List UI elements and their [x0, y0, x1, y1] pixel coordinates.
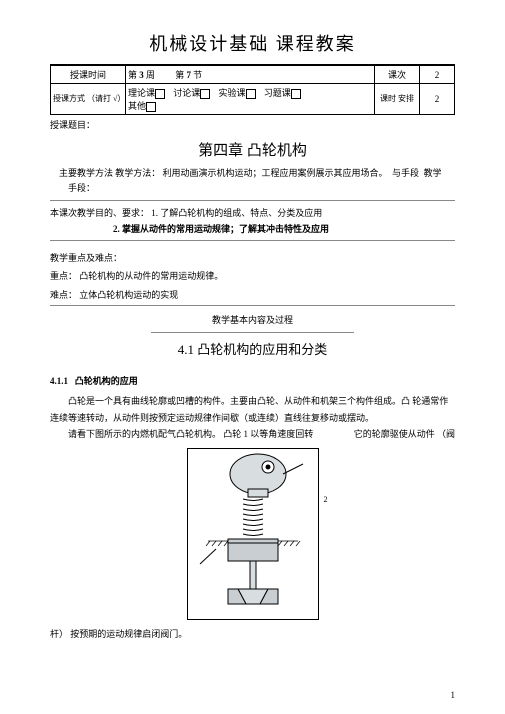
- keypoints-label: 教学重点及难点：: [50, 251, 455, 264]
- methods-lbl4: 教学: [424, 168, 442, 178]
- methods-row: 主要教学方法 教学方法： 利用动画演示机构运动；工程应用案例展示其应用场合。 与…: [50, 166, 455, 180]
- methods-lbl3: 与手段: [392, 168, 419, 178]
- doc-title: 机械设计基础 课程教案: [50, 30, 455, 56]
- methods-row2: 手段：: [50, 180, 455, 196]
- checkbox-icon: [146, 102, 156, 112]
- methods-lbl1: 主要教学方法: [59, 168, 113, 178]
- cell-mode-label: 授课方式 （请打 √）: [51, 84, 126, 115]
- txt: 节: [191, 70, 202, 80]
- info-table: 授课时间 第 3 周 第 7 节 课次 2 授课方式 （请打 √） 理论课 讨论…: [50, 65, 455, 115]
- obj-label: 本课次教学目的、要求：: [50, 208, 149, 218]
- cam-figure: 2: [187, 448, 319, 620]
- obj-1: 1. 了解凸轮机构的组成、特点、分类及应用: [151, 208, 322, 218]
- opt-exp: 实验课: [219, 88, 246, 98]
- separator-short: [151, 332, 354, 333]
- para-1: 凸轮是一个具有曲线轮廓或凹槽的构件。主要由凸轮、从动件和机架三个构件组成。凸 轮…: [50, 393, 455, 425]
- section-4-1: 4.1 凸轮机构的应用和分类: [50, 339, 455, 358]
- keypoint-1: 重点： 凸轮机构的从动件的常用运动规律。: [50, 267, 455, 285]
- cell-time-label: 授课时间: [51, 66, 126, 84]
- topic-label: 授课题目：: [50, 118, 455, 131]
- cell-time-value: 第 3 周 第 7 节: [126, 66, 375, 84]
- cell-keci-label: 课次: [375, 66, 420, 84]
- sub-title-txt: 凸轮机构的应用: [75, 376, 138, 386]
- cell-hours-value: 2: [420, 84, 455, 115]
- separator: [50, 305, 455, 307]
- txt: 第: [175, 70, 186, 80]
- opt-other: 其他: [128, 101, 146, 111]
- process-label: 教学基本内容及过程: [50, 313, 455, 326]
- checkbox-icon: [155, 89, 165, 99]
- sub-no: 4.1.1: [50, 376, 68, 386]
- methods-lbl2: 教学方法：: [115, 168, 160, 178]
- objectives: 本课次教学目的、要求： 1. 了解凸轮机构的组成、特点、分类及应用 2. 掌握从…: [50, 205, 455, 237]
- page-number: 1: [451, 690, 456, 700]
- page: 机械设计基础 课程教案 授课时间 第 3 周 第 7 节 课次 2 授课方式 （…: [0, 0, 505, 714]
- methods-text: 利用动画演示机构运动；工程应用案例展示其应用场合。: [163, 168, 388, 178]
- para2a: 请看下图所示的内燃机配气凸轮机构。: [68, 429, 221, 439]
- separator: [50, 200, 455, 202]
- cell-hours-label: 课时 安排: [375, 84, 420, 115]
- checkbox-icon: [246, 89, 256, 99]
- figure-num: 2: [324, 495, 328, 504]
- cell-mode-value: 理论课 讨论课 实验课 习题课 其他: [126, 84, 375, 115]
- txt: 周: [144, 70, 155, 80]
- obj-2: 2. 掌握从动件的常用运动规律；了解其冲击特性及应用: [113, 224, 329, 234]
- cell-keci-value: 2: [420, 66, 455, 84]
- para-3: 杆） 按预期的运动规律启闭阀门。: [50, 626, 455, 642]
- separator: [50, 240, 455, 242]
- para2c: 它的轮廓驱使从动件 （阀: [354, 426, 455, 442]
- para2b: 凸轮 1 以等角速度回转: [223, 429, 313, 439]
- txt: 第: [128, 70, 139, 80]
- checkbox-icon: [200, 89, 210, 99]
- opt-discuss: 讨论课: [173, 88, 200, 98]
- para-2: 请看下图所示的内燃机配气凸轮机构。 凸轮 1 以等角速度回转 它的轮廓驱使从动件…: [50, 426, 455, 442]
- keypoint-2: 难点： 立体凸轮机构运动的实现: [50, 288, 455, 302]
- cam-diagram-svg: [188, 449, 318, 619]
- sub-4-1-1: 4.1.1 凸轮机构的应用: [50, 374, 455, 387]
- chapter-title: 第四章 凸轮机构: [50, 139, 455, 160]
- table-row: 授课时间 第 3 周 第 7 节 课次 2: [51, 66, 455, 84]
- methods-lbl5: 手段：: [68, 183, 95, 193]
- checkbox-icon: [291, 89, 301, 99]
- opt-theory: 理论课: [128, 88, 155, 98]
- opt-exercise: 习题课: [264, 88, 291, 98]
- table-row: 授课方式 （请打 √） 理论课 讨论课 实验课 习题课 其他 课时 安排 2: [51, 84, 455, 115]
